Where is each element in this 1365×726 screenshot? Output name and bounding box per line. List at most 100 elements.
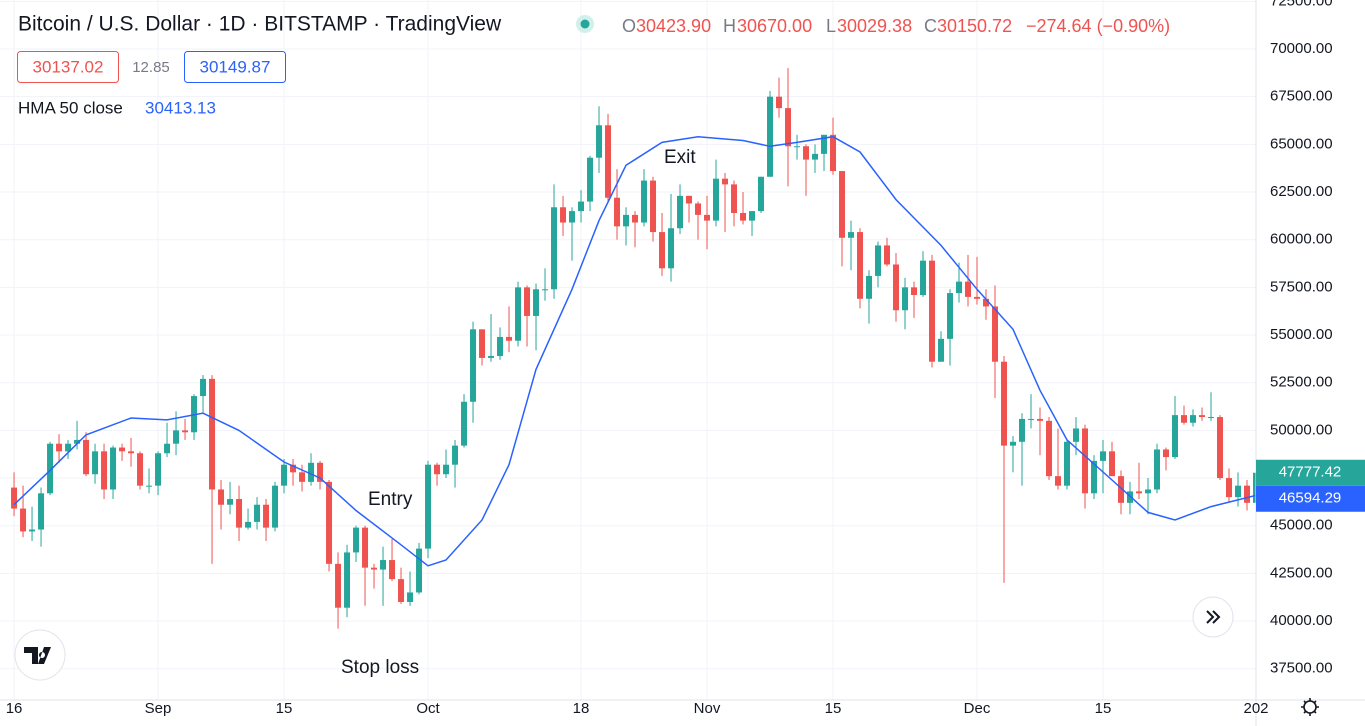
candle-body xyxy=(758,176,765,212)
candle-body xyxy=(74,439,81,444)
candle-body xyxy=(668,228,675,269)
candle-body xyxy=(497,336,504,357)
y-tick-label: 42500.00 xyxy=(1270,564,1333,581)
candle-body xyxy=(1109,451,1116,477)
quote-value: 30670.00 xyxy=(737,16,812,36)
candle-body xyxy=(407,592,414,602)
candle-body xyxy=(335,563,342,608)
quote-key: L xyxy=(826,16,836,36)
candle-body xyxy=(47,443,54,494)
x-tick-label: Oct xyxy=(416,700,440,717)
tv-logo[interactable] xyxy=(14,629,66,681)
indicator-price-label: 46594.29 xyxy=(1279,490,1342,507)
candle-body xyxy=(443,464,450,475)
candle-body xyxy=(218,489,225,505)
candle-body xyxy=(425,464,432,549)
candle-body xyxy=(200,378,207,397)
candle-body xyxy=(137,453,144,486)
candle-body xyxy=(245,521,252,528)
axes: 37500.0040000.0042500.0045000.0047500.00… xyxy=(6,0,1365,717)
candle-body xyxy=(965,281,972,297)
candle-body xyxy=(299,472,306,482)
x-tick-label: 18 xyxy=(573,700,590,717)
candle-body xyxy=(461,401,468,446)
candle-body xyxy=(1001,361,1008,446)
candle-body xyxy=(1118,476,1125,503)
candle-body xyxy=(1019,418,1026,442)
candle-body xyxy=(1154,449,1161,490)
candle-body xyxy=(542,289,549,291)
y-tick-label: 72500.00 xyxy=(1270,0,1333,9)
candle-body xyxy=(533,289,540,316)
candle-body xyxy=(578,201,585,212)
candle-body xyxy=(992,306,999,362)
candle-body xyxy=(938,338,945,362)
candle-body xyxy=(1073,428,1080,442)
candle-body xyxy=(56,443,63,452)
candle-body xyxy=(389,560,396,580)
candle-body xyxy=(830,134,837,172)
candle-body xyxy=(164,443,171,454)
candle-body xyxy=(1082,428,1089,494)
quote-legend: O 30423.90 H 30670.00 L 30029.38 C 30150… xyxy=(622,16,1170,36)
candle-body xyxy=(731,184,738,213)
candle-body xyxy=(110,447,117,490)
candle-body xyxy=(1253,472,1256,503)
candle-body xyxy=(1136,491,1143,494)
candle-body xyxy=(884,245,891,265)
candle-body xyxy=(290,464,297,473)
candle-body xyxy=(416,548,423,593)
candle-body xyxy=(569,211,576,223)
candle-body xyxy=(308,462,315,482)
scroll-button[interactable] xyxy=(1192,596,1234,638)
candle-body xyxy=(875,245,882,276)
candle-body xyxy=(650,180,657,233)
candle-body xyxy=(713,178,720,221)
candle-body xyxy=(515,287,522,341)
candle-body xyxy=(551,207,558,290)
candle-body xyxy=(821,134,828,154)
candle-body xyxy=(839,171,846,238)
x-tick-label: Sep xyxy=(145,700,172,717)
candle-body xyxy=(281,464,288,486)
y-tick-label: 67500.00 xyxy=(1270,88,1333,105)
quote-key: H xyxy=(723,16,736,36)
candle-body xyxy=(65,443,72,452)
candle-body xyxy=(380,560,387,570)
candle-body xyxy=(1208,417,1215,419)
candle-body xyxy=(119,447,126,452)
indicator-name: HMA 50 close xyxy=(18,98,123,117)
candle-body xyxy=(857,232,864,299)
settings-icon[interactable] xyxy=(1301,698,1319,716)
candle-body xyxy=(488,356,495,358)
candle-body xyxy=(227,499,234,505)
candle-body xyxy=(902,287,909,311)
candle-body xyxy=(1064,441,1071,486)
candle-body xyxy=(1199,415,1206,418)
bid-box[interactable] xyxy=(17,51,119,83)
candle-body xyxy=(659,232,666,269)
candle-body xyxy=(1028,418,1035,420)
candle-body xyxy=(182,430,189,433)
candle-body xyxy=(1055,476,1062,486)
candle-body xyxy=(479,329,486,358)
hma-line xyxy=(13,135,1256,567)
last-price-label: 47777.42 xyxy=(1279,464,1342,481)
annotation: Stop loss xyxy=(341,657,419,678)
quote-key: C xyxy=(924,16,937,36)
quote-value: 30150.72 xyxy=(937,16,1012,36)
x-tick-label: 15 xyxy=(1095,700,1112,717)
candle-body xyxy=(1217,417,1224,479)
candle-body xyxy=(1100,451,1107,461)
ask-box[interactable] xyxy=(184,51,286,83)
candle-body xyxy=(20,508,27,532)
candle-body xyxy=(677,195,684,229)
spread: 12.85 xyxy=(132,59,170,76)
candle-body xyxy=(1172,415,1179,458)
candle-body xyxy=(362,527,369,568)
y-tick-label: 70000.00 xyxy=(1270,40,1333,57)
candle-body xyxy=(398,579,405,602)
y-tick-label: 52500.00 xyxy=(1270,374,1333,391)
candle-body xyxy=(326,481,333,564)
